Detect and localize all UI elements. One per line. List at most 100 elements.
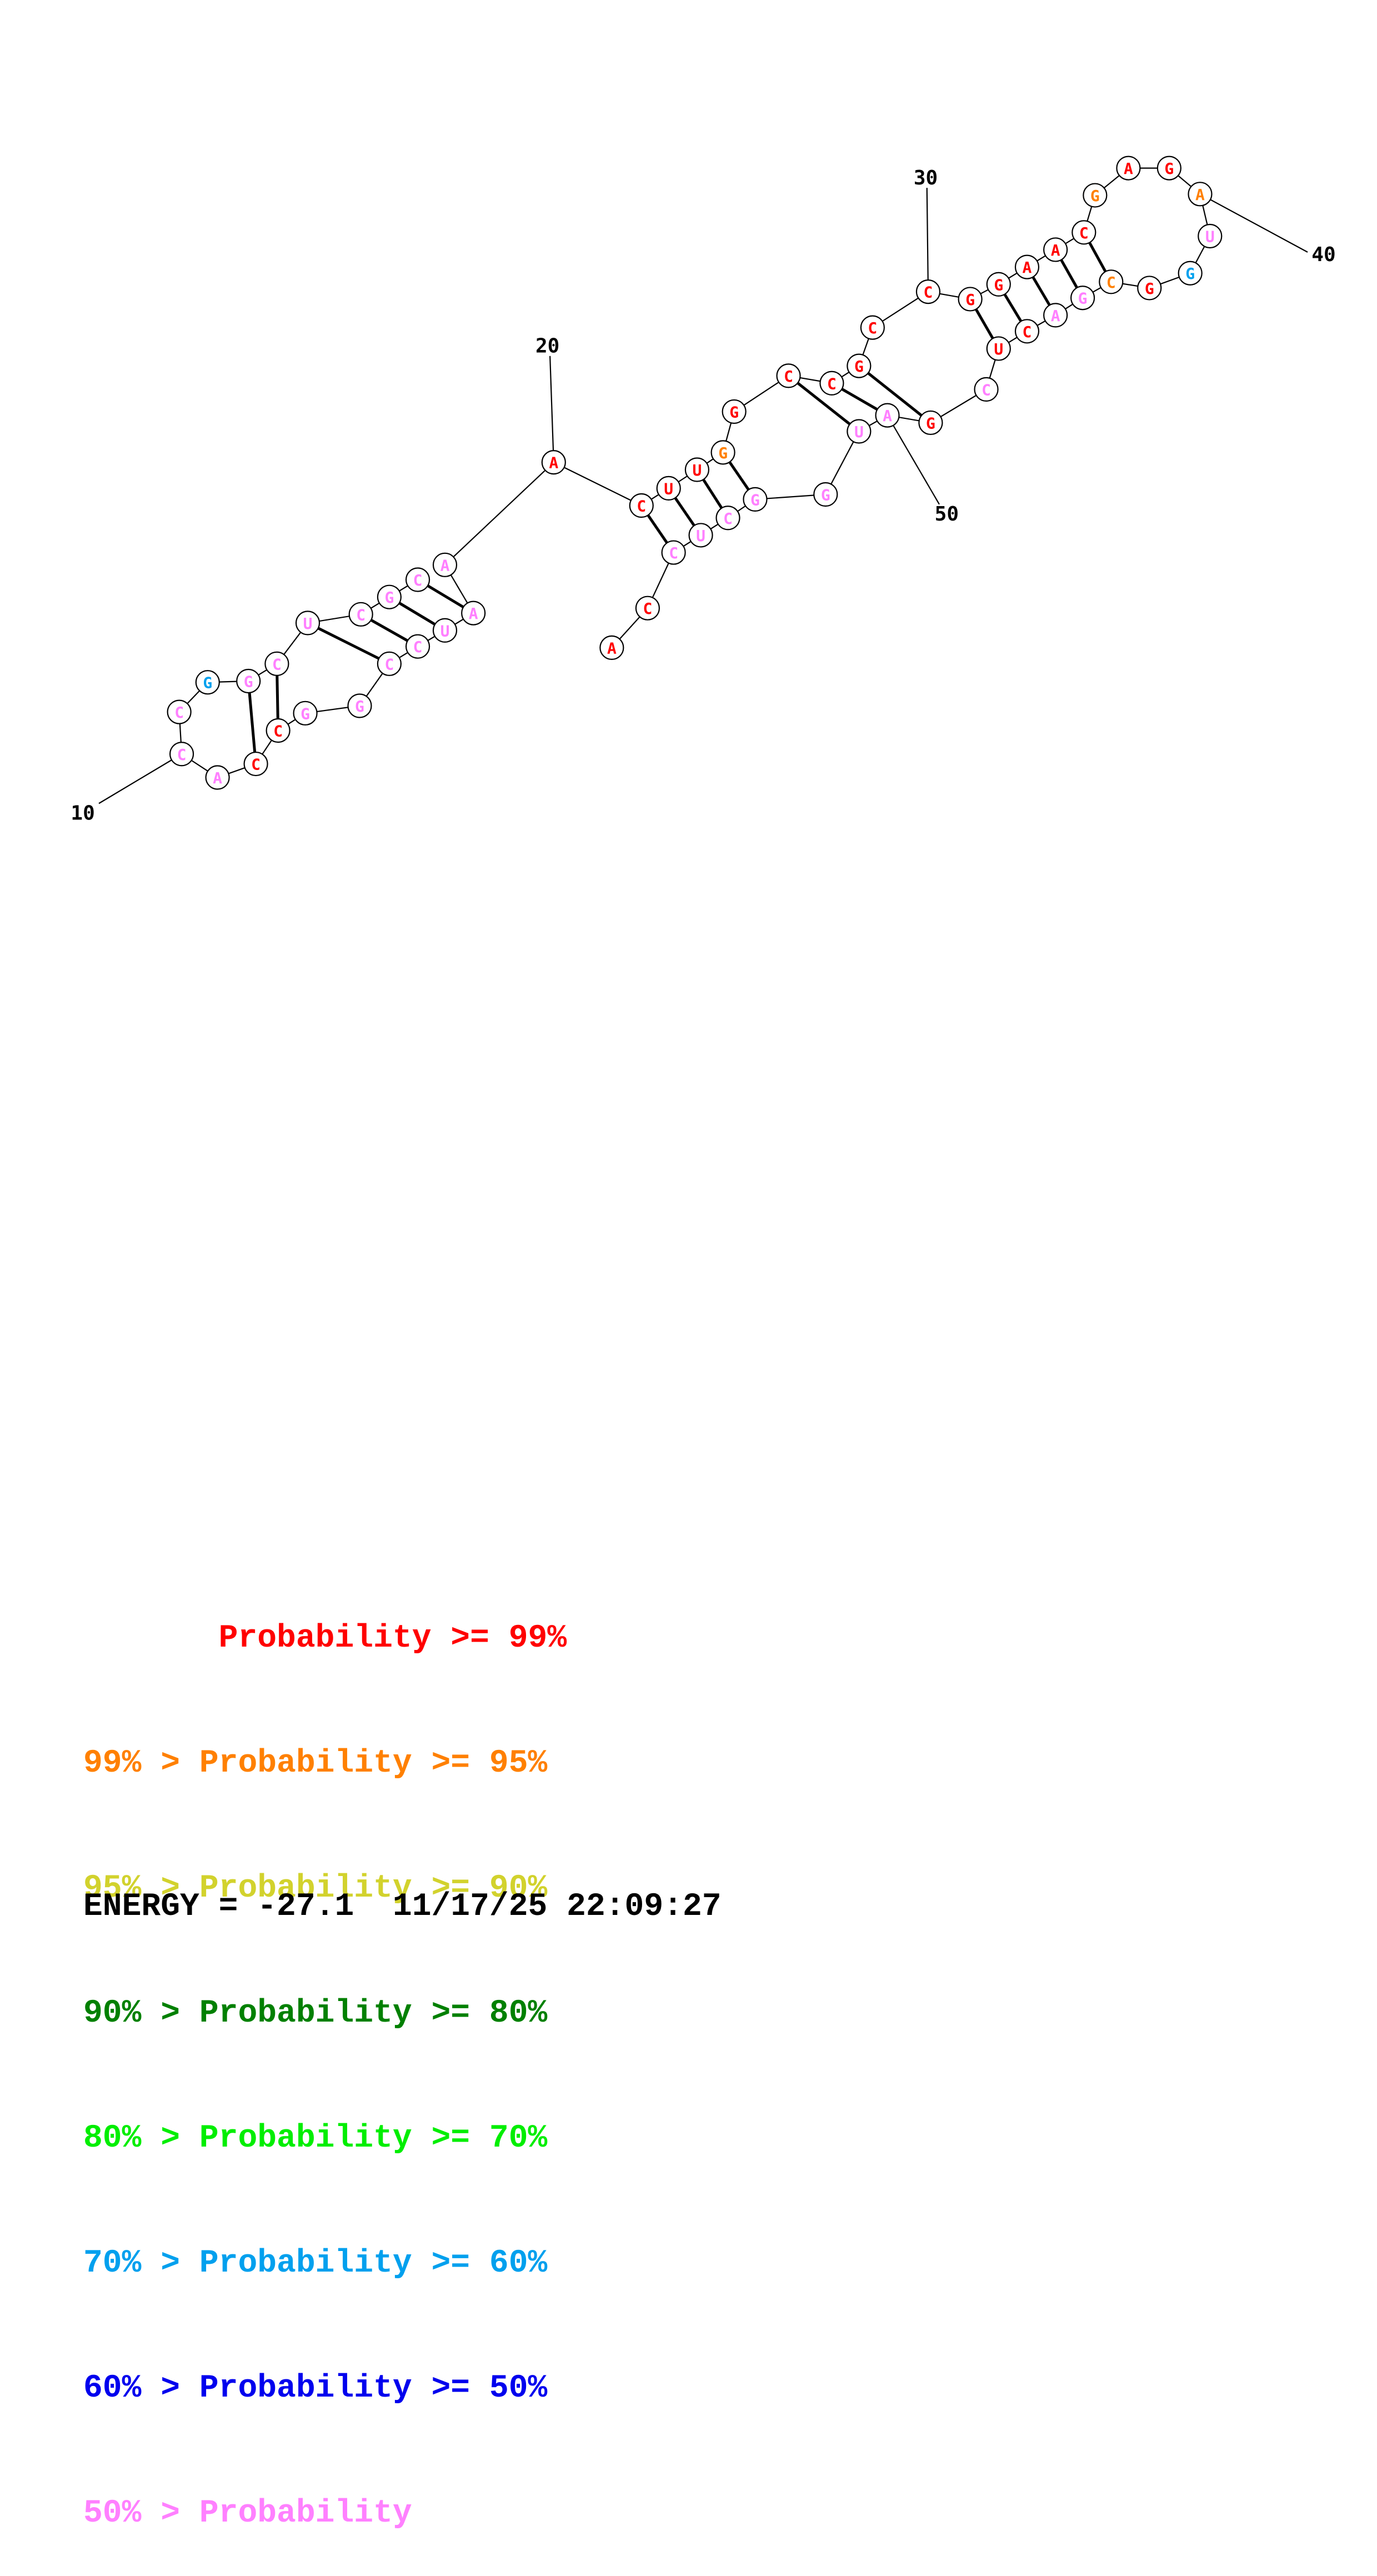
- nucleotide-letter: A: [1051, 307, 1060, 325]
- nucleotide: C: [377, 651, 402, 676]
- nucleotide: U: [986, 336, 1011, 361]
- base-pair-line: [788, 374, 860, 433]
- nucleotide-circle: [715, 506, 740, 531]
- nucleotide-letter: U: [440, 622, 450, 640]
- nucleotide-circle: [432, 618, 458, 643]
- nucleotide: C: [405, 567, 430, 592]
- nucleotide-letter: C: [827, 374, 837, 393]
- legend-entry: 60% > Probability >= 50%: [83, 2370, 548, 2407]
- nucleotide-circle: [986, 336, 1011, 361]
- legend-entry: 90% > Probability >= 80%: [83, 1995, 548, 2032]
- nucleotide-letter: C: [784, 367, 793, 386]
- nucleotide-letter: A: [1023, 258, 1032, 277]
- nucleotide-circle: [722, 399, 747, 424]
- nucleotide: G: [1178, 261, 1203, 286]
- nucleotide: U: [432, 618, 458, 643]
- nucleotide-letter: C: [637, 497, 646, 516]
- tick-line: [549, 356, 554, 463]
- nucleotide-circle: [264, 651, 289, 676]
- energy-footer: ENERGY = -27.1 11/17/25 22:09:27: [83, 1889, 722, 1925]
- nucleotide-letter: A: [440, 556, 450, 574]
- nucleotide-circle: [1070, 286, 1095, 311]
- nucleotide: A: [599, 635, 624, 661]
- tick-label: 20: [535, 335, 559, 358]
- nucleotide: A: [541, 450, 566, 475]
- nucleotide: G: [743, 487, 768, 512]
- nucleotide-circle: [293, 701, 318, 726]
- nucleotide: G: [347, 693, 372, 718]
- nucleotide: U: [688, 523, 713, 548]
- nucleotide-letter: C: [1023, 323, 1032, 341]
- nucleotide-letter: A: [549, 454, 558, 472]
- nucleotide: A: [205, 765, 230, 790]
- nucleotide-letter: G: [1090, 187, 1100, 205]
- nucleotide: C: [715, 506, 740, 531]
- nucleotide-circle: [688, 523, 713, 548]
- nucleotide-letter: C: [273, 722, 283, 740]
- nucleotide: A: [1188, 182, 1213, 207]
- nucleotide: G: [377, 584, 402, 609]
- nucleotide-circle: [635, 596, 660, 621]
- nucleotide-letter: G: [355, 697, 364, 716]
- nucleotide-letter: G: [301, 704, 310, 723]
- nucleotide-letter: G: [994, 276, 1003, 294]
- nucleotide: U: [1198, 223, 1223, 249]
- nucleotide: C: [635, 596, 660, 621]
- nucleotide-letter: U: [664, 479, 673, 498]
- nucleotide-circle: [1014, 254, 1040, 279]
- nucleotide: C: [860, 315, 885, 340]
- nucleotide-circle: [1116, 156, 1141, 181]
- tick-line: [887, 415, 940, 505]
- nucleotide-circle: [847, 419, 872, 444]
- nucleotide-letter: U: [303, 614, 313, 633]
- nucleotide: U: [656, 476, 681, 501]
- nucleotide: G: [813, 482, 838, 507]
- nucleotide: A: [1043, 237, 1068, 262]
- nucleotide: G: [710, 440, 735, 465]
- nucleotide-letter: A: [883, 407, 892, 425]
- tick-label: 40: [1311, 243, 1335, 266]
- nucleotide-letter: G: [821, 486, 830, 504]
- nucleotide-circle: [875, 403, 900, 428]
- nucleotide-letter: C: [174, 703, 184, 722]
- nucleotide-letter: C: [669, 544, 678, 562]
- nucleotide-circle: [629, 493, 654, 518]
- nucleotide-letter: C: [982, 381, 991, 399]
- nucleotide-circle: [1188, 182, 1213, 207]
- nucleotide-circle: [348, 602, 373, 627]
- nucleotide: C: [1099, 269, 1124, 294]
- nucleotide-letter: G: [1185, 264, 1195, 283]
- nucleotide: G: [236, 668, 261, 694]
- nucleotide-letter: C: [1079, 224, 1089, 242]
- nucleotide-letter: C: [413, 638, 423, 656]
- nucleotide: C: [974, 377, 999, 402]
- tick-line: [1199, 193, 1308, 253]
- nucleotide-letter: C: [723, 509, 733, 528]
- nucleotide: A: [875, 403, 900, 428]
- nucleotide: G: [847, 353, 872, 378]
- nucleotide: A: [1043, 303, 1068, 328]
- nucleotide: C: [264, 651, 289, 676]
- nucleotide-letter: G: [1078, 289, 1088, 308]
- nucleotide: C: [167, 699, 192, 724]
- nucleotide-letter: G: [244, 672, 253, 691]
- legend-entry: 70% > Probability >= 60%: [83, 2245, 548, 2282]
- nucleotide: C: [348, 602, 373, 627]
- nucleotide-circle: [377, 584, 402, 609]
- nucleotide: C: [243, 751, 268, 777]
- nucleotide: G: [722, 399, 747, 424]
- nucleotide-letter: A: [1051, 241, 1060, 259]
- base-pairs: [247, 232, 1113, 764]
- nucleotide-circle: [169, 742, 194, 767]
- nucleotide: U: [295, 611, 321, 636]
- nucleotide-circle: [1099, 269, 1124, 294]
- nucleotide-circle: [243, 751, 268, 777]
- nucleotide-letter: C: [924, 283, 933, 302]
- nucleotide: C: [776, 363, 801, 388]
- nucleotide: C: [661, 540, 686, 565]
- backbone-segment: [444, 462, 554, 566]
- nucleotide-letter: C: [251, 756, 261, 774]
- nucleotide-letter: C: [384, 655, 394, 673]
- nucleotide: C: [266, 718, 291, 743]
